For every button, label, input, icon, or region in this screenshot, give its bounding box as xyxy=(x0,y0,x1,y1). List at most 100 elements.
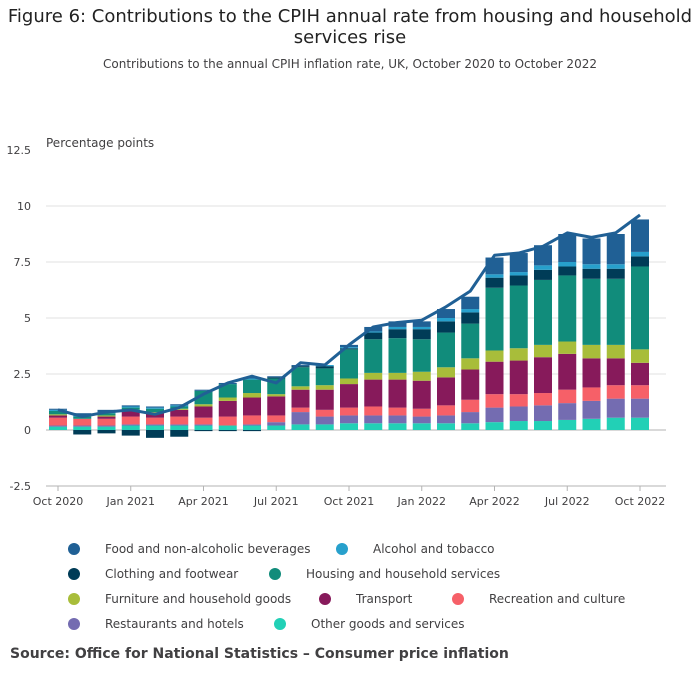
bar-segment xyxy=(606,268,625,279)
bar-segment xyxy=(582,358,601,388)
bar-segment xyxy=(364,415,383,424)
bar-segment xyxy=(534,344,552,358)
bar-segment xyxy=(412,321,431,327)
bar-segment xyxy=(170,425,189,430)
bar-segment xyxy=(267,422,286,426)
y-tick-label: 2.5 xyxy=(14,368,32,381)
bar-segment xyxy=(582,387,601,401)
bar-segment xyxy=(461,323,480,359)
legend-item: Furniture and household goods xyxy=(68,592,291,606)
bar-segment xyxy=(218,397,237,401)
bar-segment xyxy=(315,368,334,386)
stacked-bar-chart: Percentage points -2.5 0 2.5 5 7.5 10 12.5 Oct 2… xyxy=(7,136,666,508)
bar-segment xyxy=(73,413,92,416)
legend-label: Clothing and footwear xyxy=(105,567,239,581)
bar-segment xyxy=(509,275,528,286)
bar-segment xyxy=(509,272,528,276)
legend-label: Restaurants and hotels xyxy=(105,617,244,631)
bar-segment xyxy=(170,404,189,406)
bar-segment xyxy=(315,409,334,417)
bar-segment xyxy=(73,430,92,435)
bar-segment xyxy=(558,266,577,276)
bar-segment xyxy=(509,285,528,349)
bar-segment xyxy=(121,425,140,430)
bar-segment xyxy=(170,409,189,417)
bar-segment xyxy=(606,264,625,269)
legend-item: Alcohol and tobacco xyxy=(336,542,495,556)
bar-segment xyxy=(340,384,358,408)
bar-segment xyxy=(146,425,164,430)
bar-segment xyxy=(412,339,431,372)
legend-item: Restaurants and hotels xyxy=(68,617,244,631)
bar-segment xyxy=(485,277,504,288)
legend-swatch xyxy=(68,593,80,605)
bar-segment xyxy=(631,417,649,430)
bar-segment xyxy=(73,426,92,430)
bar-segment xyxy=(194,417,213,425)
legend-item: Clothing and footwear xyxy=(68,567,238,581)
bar-segment xyxy=(243,424,261,426)
bar-segment xyxy=(534,279,552,345)
bar-segment xyxy=(243,397,261,416)
y-axis-label: Percentage points xyxy=(46,136,154,150)
bar-segment xyxy=(194,424,213,426)
y-tick-label: 5 xyxy=(24,312,31,325)
bar-segment xyxy=(170,408,189,410)
x-tick-label: Oct 2021 xyxy=(324,495,375,508)
x-tick-label: Oct 2022 xyxy=(615,495,666,508)
legend-label: Alcohol and tobacco xyxy=(373,542,495,556)
bar-segment xyxy=(631,251,649,257)
legend-item: Transport xyxy=(319,592,412,606)
bar-segment xyxy=(146,408,164,413)
legend-swatch xyxy=(68,543,80,555)
bar-segment xyxy=(291,407,310,413)
bar-segment xyxy=(364,331,383,333)
bar-segment xyxy=(146,406,164,408)
bar-segment xyxy=(388,326,407,330)
legend-swatch xyxy=(68,618,80,630)
x-tick-label: Jan 2022 xyxy=(397,495,446,508)
bar-segment xyxy=(170,424,189,426)
bar-segment xyxy=(534,393,552,406)
bar-segment xyxy=(121,410,140,417)
bar-segment xyxy=(631,362,649,386)
bar-segment xyxy=(534,405,552,422)
legend-label: Food and non-alcoholic beverages xyxy=(105,542,311,556)
bar-segment xyxy=(558,389,577,404)
bar-segment xyxy=(461,423,480,430)
cpih-line xyxy=(57,213,641,419)
bar-segment xyxy=(534,357,552,394)
bar-segment xyxy=(97,430,116,434)
bar-segment xyxy=(315,366,334,369)
bar-segment xyxy=(412,408,431,417)
bar-segment xyxy=(340,348,358,350)
bar-segment xyxy=(146,417,164,425)
bar-segment xyxy=(534,421,552,430)
bar-segment xyxy=(364,379,383,407)
bar-segment xyxy=(388,423,407,430)
bar-segment xyxy=(558,275,577,342)
bar-segment xyxy=(582,264,601,269)
bar-segment xyxy=(509,421,528,430)
legend-label: Housing and household services xyxy=(306,567,501,581)
y-tick-label: 7.5 xyxy=(14,256,32,269)
x-tick-label: Apr 2022 xyxy=(469,495,520,508)
bar-segment xyxy=(315,385,334,390)
legend-label: Furniture and household goods xyxy=(105,592,292,606)
bar-segment xyxy=(631,385,649,399)
source-note: Source: Office for National Statistics –… xyxy=(10,646,509,662)
bar-segment xyxy=(170,416,189,425)
bar-segment xyxy=(437,321,455,333)
x-tick-label: Jul 2021 xyxy=(253,495,299,508)
bar-segment xyxy=(291,386,310,390)
bar-segment xyxy=(437,332,455,368)
bar-segment xyxy=(340,407,358,416)
bar-segment xyxy=(291,389,310,408)
bar-segment xyxy=(412,326,431,330)
bar-segment xyxy=(388,321,407,327)
bar-segment xyxy=(73,418,92,426)
bar-segment xyxy=(606,398,625,418)
bar-segment xyxy=(170,430,189,437)
bar-segment xyxy=(606,278,625,345)
legend-swatch xyxy=(452,593,464,605)
